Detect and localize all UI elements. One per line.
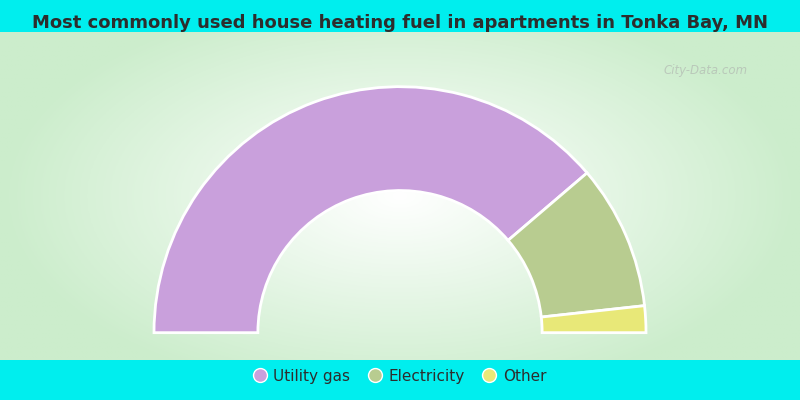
Wedge shape xyxy=(154,87,587,333)
Wedge shape xyxy=(508,173,645,317)
Wedge shape xyxy=(542,306,646,333)
Text: Most commonly used house heating fuel in apartments in Tonka Bay, MN: Most commonly used house heating fuel in… xyxy=(32,14,768,32)
Text: City-Data.com: City-Data.com xyxy=(664,64,748,77)
Legend: Utility gas, Electricity, Other: Utility gas, Electricity, Other xyxy=(247,362,553,390)
